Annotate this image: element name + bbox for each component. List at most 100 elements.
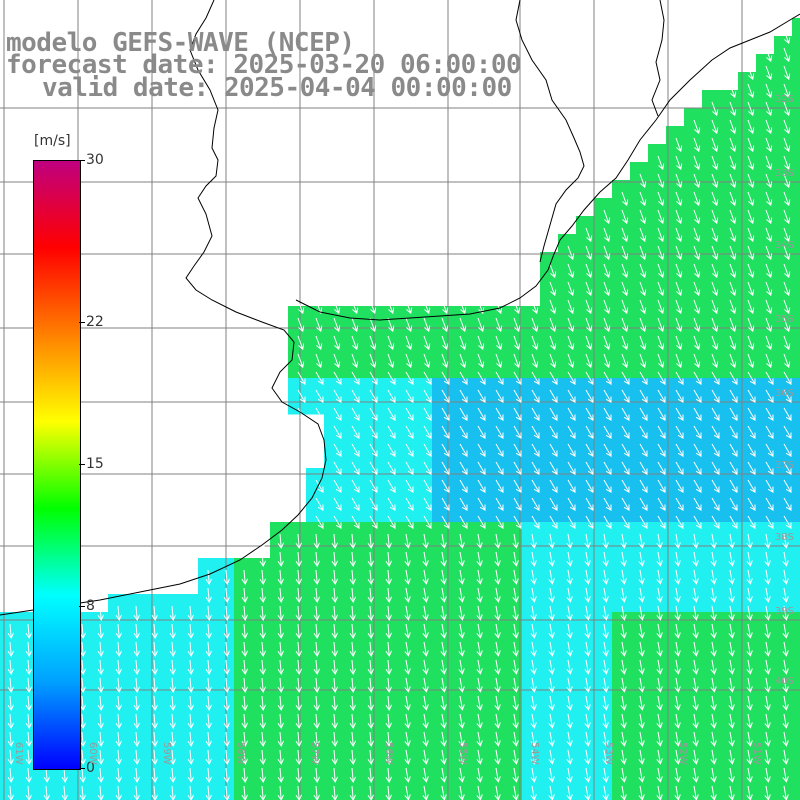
wind-speed-cell (450, 594, 469, 613)
wind-speed-cell (306, 522, 325, 541)
wind-arrow (79, 695, 87, 711)
wind-arrow (223, 659, 231, 675)
wind-speed-cell (648, 558, 667, 577)
wind-speed-cell (270, 558, 289, 577)
wind-arrow (313, 641, 321, 657)
wind-arrow (710, 623, 717, 639)
wind-speed-cell (360, 792, 379, 800)
wind-arrow (621, 515, 630, 529)
wind-speed-cell (18, 756, 37, 775)
wind-arrow (494, 695, 501, 711)
wind-arrow (675, 335, 683, 351)
wind-speed-cell (792, 432, 800, 451)
wind-arrow (333, 371, 342, 385)
wind-speed-cell (414, 540, 433, 559)
wind-arrow (584, 659, 591, 675)
wind-arrow (549, 407, 558, 421)
wind-arrow (25, 623, 33, 639)
wind-speed-cell (594, 504, 613, 523)
wind-arrow (494, 551, 501, 567)
wind-arrow (441, 335, 449, 351)
wind-arrow (764, 551, 771, 567)
wind-arrow (385, 605, 393, 621)
wind-arrow (369, 335, 377, 351)
wind-speed-cell (252, 684, 271, 703)
wind-speed-cell (144, 702, 163, 721)
wind-arrow (656, 677, 663, 693)
wind-speed-cell (630, 540, 649, 559)
longitude-label: 59W (161, 742, 172, 765)
wind-speed-cell (684, 450, 703, 469)
wind-speed-cell (540, 468, 559, 487)
wind-speed-cell (594, 558, 613, 577)
wind-arrow (567, 353, 575, 369)
wind-arrow (621, 299, 629, 315)
wind-speed-cell (666, 396, 685, 415)
wind-arrow (692, 569, 699, 585)
wind-arrow (783, 173, 791, 189)
wind-speed-cell (486, 756, 505, 775)
wind-arrow (711, 155, 719, 171)
latitude-label: 36S (774, 388, 794, 399)
wind-arrow (783, 497, 792, 511)
wind-speed-cell (144, 648, 163, 667)
wind-speed-cell (702, 378, 721, 397)
wind-arrow (495, 299, 503, 315)
wind-speed-cell (468, 630, 487, 649)
wind-arrow (549, 461, 558, 475)
wind-arrow (674, 731, 681, 747)
wind-arrow (494, 623, 501, 639)
wind-arrow (585, 245, 593, 261)
wind-arrow (729, 119, 737, 135)
wind-speed-cell (360, 594, 379, 613)
wind-speed-cell (252, 612, 271, 631)
wind-speed-cell (144, 792, 163, 800)
wind-speed-cell (540, 630, 559, 649)
wind-arrow (603, 245, 611, 261)
wind-arrow (729, 407, 738, 421)
wind-speed-cell (198, 702, 217, 721)
wind-speed-cell (198, 774, 217, 793)
wind-arrow (585, 515, 594, 529)
wind-arrow (656, 767, 663, 783)
wind-speed-cell (648, 522, 667, 541)
wind-arrow (333, 497, 342, 511)
wind-arrow (477, 443, 486, 457)
wind-speed-cell (342, 702, 361, 721)
wind-arrow (620, 569, 627, 585)
wind-arrow (459, 389, 468, 403)
wind-arrow (459, 371, 468, 385)
wind-speed-cell (756, 378, 775, 397)
wind-speed-cell (108, 630, 127, 649)
wind-arrow (530, 731, 537, 747)
wind-arrow (349, 713, 357, 729)
wind-arrow (333, 353, 341, 369)
wind-arrow (441, 407, 450, 421)
wind-arrow (621, 425, 630, 439)
wind-speed-cell (468, 378, 487, 397)
wind-speed-cell (378, 756, 397, 775)
wind-speed-cell (180, 648, 199, 667)
wind-speed-cell (558, 414, 577, 433)
wind-speed-cell (738, 594, 757, 613)
wind-speed-cell (360, 450, 379, 469)
wind-arrow (169, 695, 177, 711)
wind-arrow (494, 713, 501, 729)
wind-speed-cell (738, 720, 757, 739)
wind-arrow (657, 281, 665, 297)
wind-arrow (259, 605, 267, 621)
wind-speed-cell (90, 792, 109, 800)
wind-speed-cell (324, 468, 343, 487)
wind-arrow (513, 299, 521, 315)
wind-speed-cell (756, 468, 775, 487)
wind-arrow (782, 569, 789, 585)
wind-arrow (97, 659, 105, 675)
wind-arrow (331, 569, 339, 585)
wind-speed-cell (612, 558, 631, 577)
wind-arrow (620, 713, 627, 729)
wind-arrow (602, 749, 609, 765)
wind-arrow (620, 587, 627, 603)
wind-speed-cell (738, 648, 757, 667)
wind-arrow (259, 659, 267, 675)
wind-arrow (638, 677, 645, 693)
